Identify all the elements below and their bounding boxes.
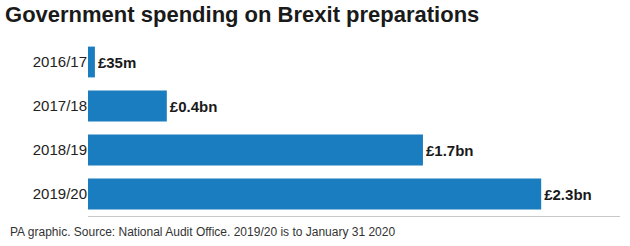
svg-text:PA graphic. Source: National A: PA graphic. Source: National Audit Offic…	[10, 225, 395, 239]
svg-text:2018/19: 2018/19	[33, 141, 87, 158]
svg-text:2016/17: 2016/17	[33, 53, 87, 70]
svg-text:2017/18: 2017/18	[33, 97, 87, 114]
svg-text:2019/20: 2019/20	[33, 185, 87, 202]
svg-text:£1.7bn: £1.7bn	[426, 142, 474, 159]
svg-text:£2.3bn: £2.3bn	[544, 186, 592, 203]
svg-text:Government spending on Brexit: Government spending on Brexit preparatio…	[5, 2, 479, 27]
svg-text:£35m: £35m	[98, 54, 136, 71]
svg-text:£0.4bn: £0.4bn	[170, 98, 218, 115]
